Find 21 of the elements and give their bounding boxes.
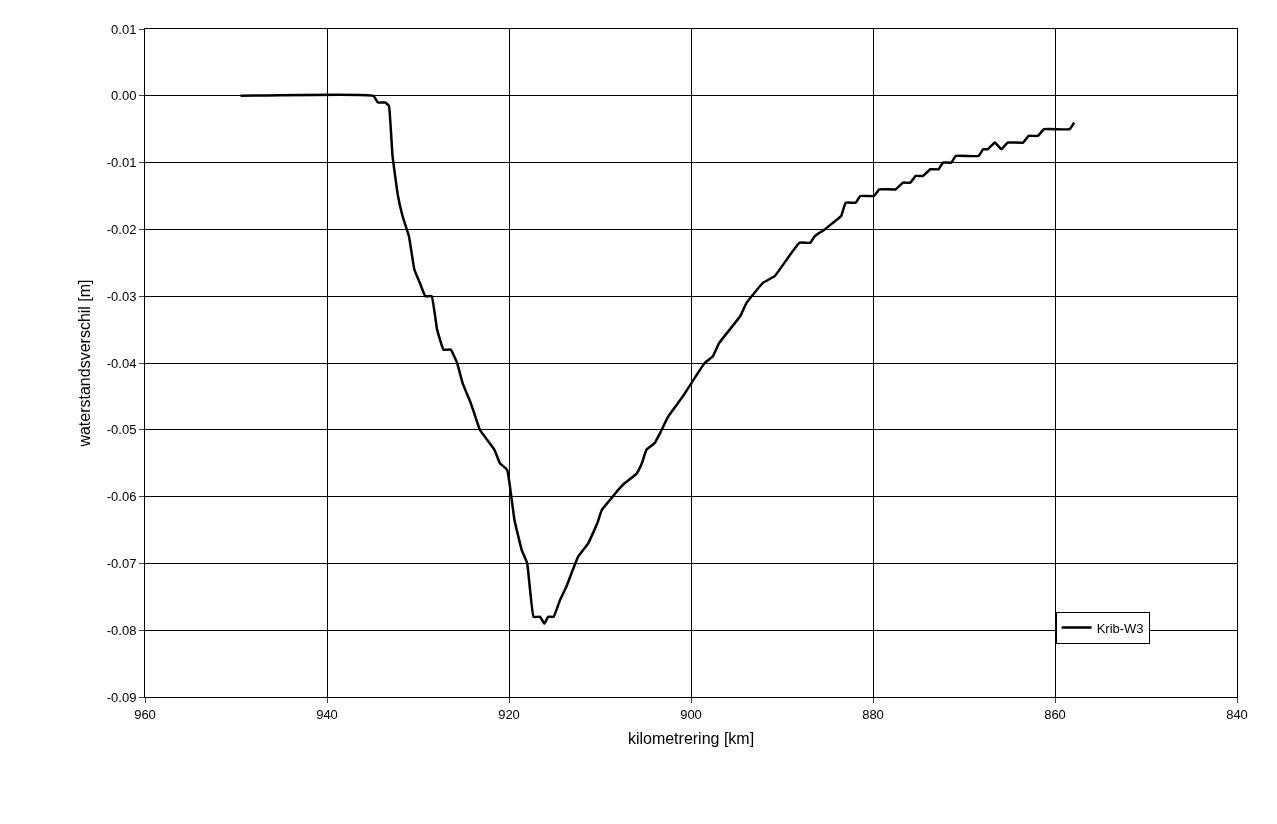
y-tick-label: 0.01: [111, 21, 137, 37]
y-tick-label: -0.09: [106, 689, 137, 705]
y-tick-label: -0.01: [106, 155, 137, 171]
legend-label: Krib-W3: [1096, 620, 1144, 636]
y-tick-label: -0.07: [106, 555, 137, 571]
x-tick-label: 960: [134, 706, 156, 722]
x-tick-label: 860: [1044, 706, 1066, 722]
y-tick-label: -0.06: [106, 489, 137, 505]
y-tick-label: -0.02: [106, 221, 137, 237]
x-tick-label: 840: [1226, 706, 1248, 722]
x-tick-label: 920: [498, 706, 520, 722]
y-axis-title: waterstandsverschil [m]: [75, 279, 93, 448]
y-tick-label: -0.05: [106, 422, 137, 438]
x-tick-label: 880: [862, 706, 884, 722]
y-tick-label: -0.08: [106, 622, 137, 638]
x-tick-label: 940: [316, 706, 338, 722]
y-tick-label: -0.03: [106, 288, 137, 304]
x-tick-label: 900: [680, 706, 702, 722]
x-axis-title: kilometrering [km]: [627, 730, 755, 748]
y-tick-label: -0.04: [106, 355, 137, 371]
y-tick-label: 0.00: [111, 88, 137, 104]
